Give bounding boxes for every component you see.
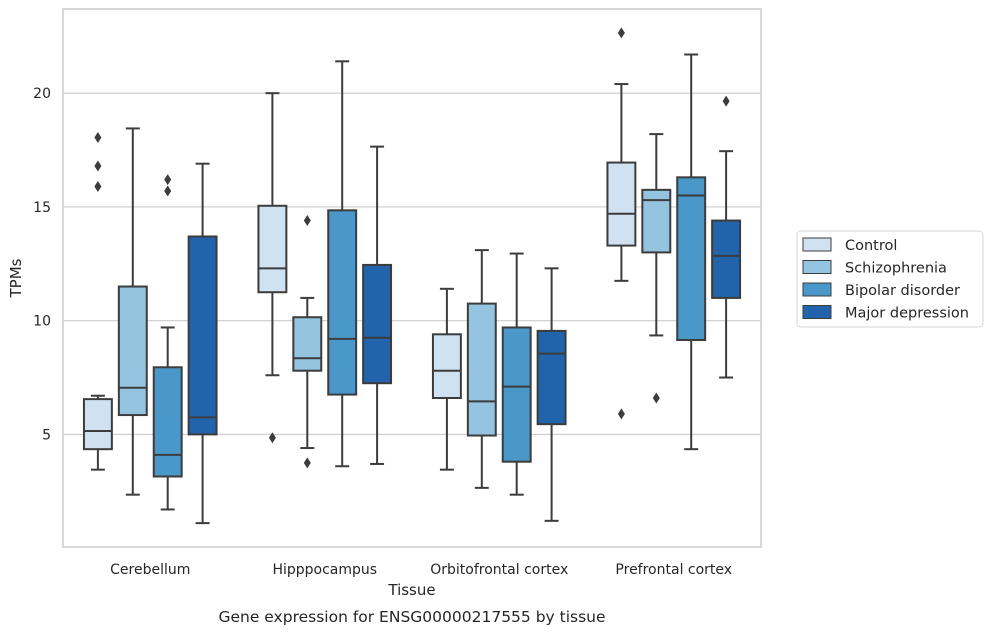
outlier-point — [303, 457, 311, 469]
box-schizophrenia — [641, 133, 672, 404]
chart-caption: Gene expression for ENSG00000217555 by t… — [218, 608, 605, 626]
box-iqr — [676, 176, 707, 341]
box-iqr — [117, 285, 148, 417]
y-tick-label: 15 — [33, 200, 51, 216]
box-schizophrenia — [117, 127, 148, 496]
box-bipolar-disorder — [152, 174, 183, 511]
box-major-depression — [711, 95, 742, 379]
box-control — [257, 92, 288, 444]
box-iqr — [431, 333, 462, 399]
x-tick-label: Prefrontal cortex — [615, 562, 732, 578]
box-schizophrenia — [292, 215, 323, 469]
y-tick-label: 20 — [33, 86, 51, 102]
box-iqr — [362, 263, 393, 385]
box-iqr — [152, 366, 183, 478]
outlier-point — [268, 432, 276, 444]
box-iqr — [711, 219, 742, 299]
legend-swatch — [802, 305, 832, 319]
legend-label: Major depression — [845, 306, 969, 322]
outlier-point — [617, 408, 625, 420]
legend-frame — [796, 230, 984, 328]
box-iqr — [82, 398, 113, 451]
box-control — [606, 27, 637, 420]
y-axis-ticks: 5 10 15 20 — [33, 86, 51, 443]
x-tick-label: Orbitofrontal cortex — [430, 562, 568, 578]
legend-label: Bipolar disorder — [845, 283, 960, 299]
box-schizophrenia — [466, 249, 497, 489]
legend-swatch — [802, 282, 832, 297]
x-axis-label: Tissue — [387, 581, 435, 599]
box-bipolar-disorder — [501, 252, 532, 496]
box-major-depression — [536, 267, 567, 522]
legend-label: Control — [845, 238, 897, 254]
gridlines — [63, 92, 761, 435]
box-iqr — [501, 326, 532, 463]
outlier-point — [94, 180, 102, 192]
outlier-point — [94, 132, 102, 144]
box-iqr — [257, 204, 288, 294]
box-iqr — [606, 161, 637, 247]
box-iqr — [536, 329, 567, 426]
legend-swatch — [802, 237, 832, 252]
x-tick-label: Cerebellum — [110, 562, 190, 578]
outlier-point — [722, 95, 730, 107]
x-axis-ticks: Cerebellum Hipppocampus Orbitofrontal cort… — [110, 562, 732, 578]
outlier-point — [94, 160, 102, 172]
box-iqr — [292, 316, 323, 372]
outlier-point — [303, 215, 311, 227]
box-iqr — [327, 209, 358, 396]
x-tick-label: Hipppocampus — [272, 562, 377, 578]
box-major-depression — [362, 145, 393, 465]
plot-frame — [62, 8, 762, 548]
box-control — [431, 287, 462, 471]
outlier-point — [164, 185, 172, 197]
box-major-depression — [187, 162, 218, 525]
legend-label: Schizophrenia — [845, 261, 947, 277]
legend: Control Schizophrenia Bipolar disorder Majo… — [796, 230, 984, 328]
box-plot-area — [82, 27, 742, 525]
box-iqr — [466, 302, 497, 437]
outlier-point — [617, 27, 625, 39]
y-axis-label: TPMs — [7, 258, 25, 298]
box-bipolar-disorder — [676, 53, 707, 451]
outlier-point — [652, 392, 660, 404]
box-control — [82, 132, 113, 471]
y-tick-label: 10 — [33, 314, 51, 330]
box-bipolar-disorder — [327, 60, 358, 468]
y-tick-label: 5 — [42, 427, 51, 443]
outlier-point — [164, 174, 172, 186]
box-iqr — [187, 235, 218, 436]
legend-swatch — [802, 260, 832, 274]
